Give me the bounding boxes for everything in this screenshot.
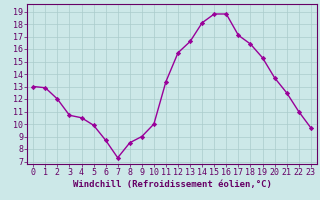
X-axis label: Windchill (Refroidissement éolien,°C): Windchill (Refroidissement éolien,°C) (73, 180, 271, 189)
